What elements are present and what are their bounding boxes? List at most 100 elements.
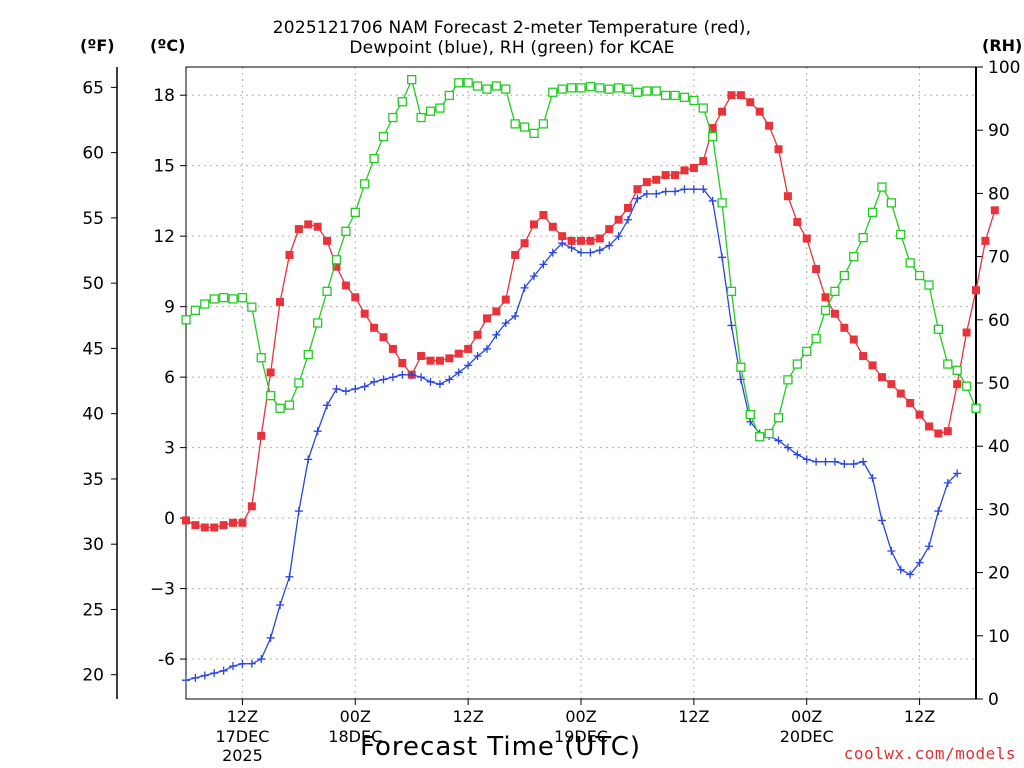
dewpoint-point — [802, 455, 811, 464]
rh-point — [576, 83, 586, 93]
fahrenheit-tick-label: 30 — [82, 535, 104, 555]
dewpoint-point — [671, 187, 680, 196]
time-tick-label: 00Z — [340, 707, 371, 726]
temperature-point — [943, 427, 952, 436]
date-tick-label: 19DEC — [554, 727, 608, 746]
rh-point — [952, 365, 962, 376]
temperature-point — [417, 351, 426, 360]
time-tick-label: 00Z — [565, 707, 596, 726]
date-tick-label: 20DEC — [780, 727, 834, 746]
fahrenheit-tick-label: 25 — [82, 600, 104, 620]
dewpoint-point — [727, 321, 736, 330]
temperature-point — [962, 328, 971, 337]
rh-point — [736, 362, 746, 372]
temperature-point — [473, 330, 482, 339]
rh-point — [717, 198, 727, 208]
temperature-point — [934, 429, 943, 438]
rh-point — [407, 74, 417, 85]
unit-celsius-label: (ºC) — [150, 36, 186, 55]
rh-point — [971, 403, 981, 413]
rh-point — [200, 299, 210, 309]
temperature-point — [520, 239, 529, 248]
time-tick-label: 12Z — [678, 707, 709, 726]
year-tick-label: 2025 — [222, 746, 263, 765]
temperature-point — [755, 107, 764, 116]
dewpoint-point — [680, 185, 689, 194]
temperature-point — [868, 361, 877, 370]
dewpoint-point — [238, 659, 247, 668]
temperature-point — [802, 234, 811, 243]
rh-point — [519, 122, 530, 132]
rh-point — [557, 84, 567, 94]
temperature-point — [924, 422, 933, 431]
rh-tick-label: 0 — [988, 690, 999, 710]
temperature-point — [633, 185, 642, 194]
dewpoint-line — [185, 188, 958, 681]
temperature-point — [699, 156, 708, 165]
unit-fahrenheit-label: (ºF) — [80, 36, 115, 55]
rh-point — [303, 349, 313, 360]
rh-point — [708, 131, 718, 142]
rh-point — [679, 92, 690, 102]
celsius-tick-label: −3 — [150, 580, 175, 600]
fahrenheit-tick-label: 20 — [82, 666, 104, 686]
chart-title-line-2: Dewpoint (blue), RH (green) for KCAE — [349, 38, 675, 58]
dewpoint-point — [652, 189, 661, 198]
rh-point — [350, 207, 360, 218]
temperature-point — [849, 335, 858, 344]
rh-point — [218, 293, 229, 303]
temperature-point — [182, 516, 190, 525]
dewpoint-point — [370, 377, 379, 386]
dewpoint-point — [943, 478, 952, 487]
temperature-series — [182, 91, 999, 532]
temperature-point — [736, 91, 745, 100]
rh-point — [369, 153, 379, 164]
temperature-point — [200, 523, 209, 532]
dewpoint-point — [783, 443, 792, 452]
celsius-tick-label: 6 — [164, 368, 175, 388]
temperature-point — [388, 344, 397, 353]
dewpoint-point — [435, 380, 444, 389]
rh-point — [595, 83, 605, 93]
rh-point — [444, 90, 454, 101]
rh-point — [867, 207, 878, 218]
temperature-point — [247, 502, 256, 511]
temperature-point — [981, 236, 990, 245]
temperature-point — [595, 234, 604, 243]
date-tick-label: 17DEC — [215, 727, 269, 746]
temperature-point — [323, 236, 332, 245]
temperature-point — [877, 373, 886, 382]
dewpoint-point — [661, 187, 670, 196]
rh-point — [256, 353, 266, 363]
temperature-point — [529, 220, 538, 229]
rh-point — [190, 305, 201, 315]
temperature-point — [718, 107, 727, 116]
rh-tick-label: 80 — [988, 184, 1010, 204]
dewpoint-point — [426, 377, 435, 386]
rh-point — [416, 112, 426, 123]
temperature-point — [426, 356, 435, 365]
rh-point — [247, 302, 257, 312]
dewpoint-point — [849, 460, 858, 469]
temperature-point — [708, 124, 717, 133]
dewpoint-point — [840, 460, 849, 469]
temperature-point — [332, 262, 341, 271]
time-tick-label: 12Z — [227, 707, 258, 726]
rh-point — [961, 381, 972, 391]
credit-link[interactable]: coolwx.com/models — [843, 744, 1016, 763]
dewpoint-point — [266, 633, 275, 642]
temperature-point — [915, 410, 924, 419]
dewpoint-point — [313, 427, 322, 436]
rh-point — [548, 87, 558, 97]
rh-point — [764, 428, 774, 439]
rh-point — [510, 119, 520, 129]
dewpoint-point — [445, 375, 454, 384]
dewpoint-point — [605, 241, 614, 250]
temperature-point — [379, 333, 388, 342]
rh-point — [529, 128, 539, 139]
rh-point — [642, 86, 652, 96]
temperature-point — [577, 236, 585, 245]
rh-point — [839, 270, 849, 281]
temperature-point — [341, 281, 350, 290]
rh-point — [773, 413, 784, 423]
